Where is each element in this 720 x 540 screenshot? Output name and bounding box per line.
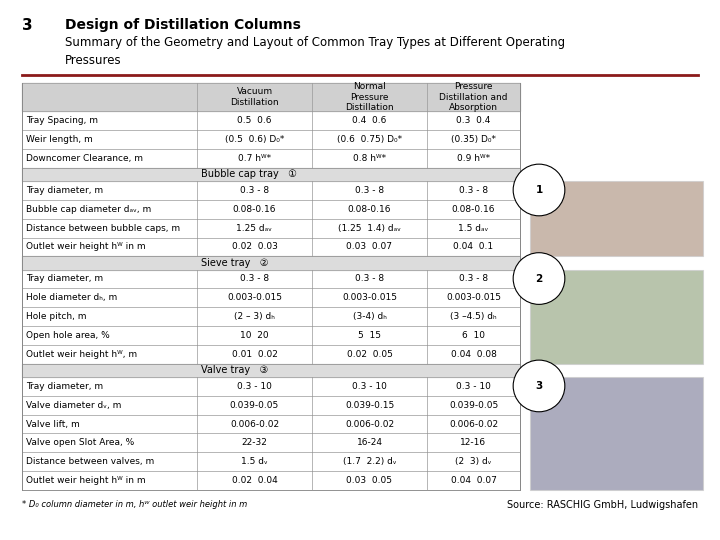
Text: 5  15: 5 15 [358,331,381,340]
Text: Distance between valves, m: Distance between valves, m [26,457,154,466]
Bar [22,83,520,490]
Bar [530,377,703,490]
Bar [530,181,703,256]
Text: 0.02  0.04: 0.02 0.04 [232,476,277,485]
Text: Source: RASCHIG GmbH, Ludwigshafen: Source: RASCHIG GmbH, Ludwigshafen [507,500,698,510]
Text: 0.006-0.02: 0.006-0.02 [449,420,498,429]
Text: 0.04  0.1: 0.04 0.1 [454,242,494,252]
Text: Valve diameter dᵥ, m: Valve diameter dᵥ, m [26,401,122,410]
Text: (0.35) D₀*: (0.35) D₀* [451,135,496,144]
Text: 0.03  0.05: 0.03 0.05 [346,476,392,485]
Text: 0.003-0.015: 0.003-0.015 [227,293,282,302]
Text: Pressure
Distillation and
Absorption: Pressure Distillation and Absorption [439,82,508,112]
Text: (1.7  2.2) dᵥ: (1.7 2.2) dᵥ [343,457,396,466]
Text: | Prof. Dr. M. Reppich | Conceptual Design of Distillation, Absorption and Strip: | Prof. Dr. M. Reppich | Conceptual Desi… [94,520,626,529]
Text: (0.5  0.6) D₀*: (0.5 0.6) D₀* [225,135,284,144]
Text: Sieve tray   ②: Sieve tray ② [201,258,269,268]
Text: Vacuum
Distillation: Vacuum Distillation [230,87,279,107]
Text: 0.039-0.05: 0.039-0.05 [230,401,279,410]
Text: 0.04  0.08: 0.04 0.08 [451,350,496,359]
Text: 0.3 - 8: 0.3 - 8 [459,186,488,195]
Text: 0.5  0.6: 0.5 0.6 [238,116,271,125]
Text: Outlet weir height hᵂ in m: Outlet weir height hᵂ in m [26,242,145,252]
Text: 12-16: 12-16 [460,438,487,448]
Text: 1: 1 [536,185,543,195]
Text: 0.3 - 8: 0.3 - 8 [240,274,269,284]
Text: Summary of the Geometry and Layout of Common Tray Types at Different Operating
P: Summary of the Geometry and Layout of Co… [65,36,565,67]
Text: 0.08-0.16: 0.08-0.16 [348,205,391,214]
Text: 0.9 hᵂ*: 0.9 hᵂ* [457,154,490,163]
Text: Tray diameter, m: Tray diameter, m [26,274,103,284]
Text: 0.7 hᵂ*: 0.7 hᵂ* [238,154,271,163]
Text: (1.25  1.4) dₐᵥ: (1.25 1.4) dₐᵥ [338,224,401,233]
Text: Outlet weir height hᵂ in m: Outlet weir height hᵂ in m [26,476,145,485]
Text: 0.4  0.6: 0.4 0.6 [352,116,387,125]
Text: 0.3 - 8: 0.3 - 8 [355,274,384,284]
Bar [530,269,703,364]
Text: 0.3 - 8: 0.3 - 8 [355,186,384,195]
Text: Bubble cap diameter dₐᵥ, m: Bubble cap diameter dₐᵥ, m [26,205,151,214]
Text: Weir length, m: Weir length, m [26,135,93,144]
Text: 1.5 dᵥ: 1.5 dᵥ [241,457,268,466]
Text: Hole pitch, m: Hole pitch, m [26,312,86,321]
Text: 6  10: 6 10 [462,331,485,340]
Text: 3: 3 [536,381,543,391]
Text: 0.3 - 10: 0.3 - 10 [237,382,272,391]
Text: 0.3  0.4: 0.3 0.4 [456,116,491,125]
Text: 0.08-0.16: 0.08-0.16 [233,205,276,214]
Text: 22-32: 22-32 [242,438,267,448]
Text: Tray Spacing, m: Tray Spacing, m [26,116,98,125]
Text: Hole diameter dₕ, m: Hole diameter dₕ, m [26,293,117,302]
Text: (2  3) dᵥ: (2 3) dᵥ [455,457,492,466]
Text: 0.08-0.16: 0.08-0.16 [451,205,495,214]
Text: Valve lift, m: Valve lift, m [26,420,80,429]
Text: 0.039-0.15: 0.039-0.15 [345,401,394,410]
Text: 1.25 dₐᵥ: 1.25 dₐᵥ [236,224,272,233]
Text: Outlet weir height hᵂ, m: Outlet weir height hᵂ, m [26,350,137,359]
Text: Design of Distillation Columns: Design of Distillation Columns [65,18,301,32]
Text: 1.5 dₐᵥ: 1.5 dₐᵥ [459,224,489,233]
Text: 2: 2 [536,274,543,284]
Text: 0.3 - 8: 0.3 - 8 [459,274,488,284]
Text: 10  20: 10 20 [240,331,269,340]
Text: Tray diameter, m: Tray diameter, m [26,382,103,391]
Text: Valve open Slot Area, %: Valve open Slot Area, % [26,438,134,448]
Text: 0.3 - 10: 0.3 - 10 [456,382,491,391]
Text: Open hole area, %: Open hole area, % [26,331,109,340]
Text: 0.01  0.02: 0.01 0.02 [232,350,277,359]
Text: Downcomer Clearance, m: Downcomer Clearance, m [26,154,143,163]
Text: Tray diameter, m: Tray diameter, m [26,186,103,195]
Text: Normal
Pressure
Distillation: Normal Pressure Distillation [345,82,394,112]
Text: (3 –4.5) dₕ: (3 –4.5) dₕ [450,312,497,321]
Text: 0.04  0.07: 0.04 0.07 [451,476,496,485]
Text: * D₀ column diameter in m, hᵂ outlet weir height in m: * D₀ column diameter in m, hᵂ outlet wei… [22,500,247,509]
Text: 0.003-0.015: 0.003-0.015 [446,293,501,302]
Text: 0.8 hᵂ*: 0.8 hᵂ* [353,154,386,163]
Text: 0.003-0.015: 0.003-0.015 [342,293,397,302]
Text: 16-24: 16-24 [356,438,382,448]
Text: 0.02  0.03: 0.02 0.03 [232,242,277,252]
Text: (2 – 3) dₕ: (2 – 3) dₕ [234,312,275,321]
Text: Valve tray   ③: Valve tray ③ [201,366,269,375]
Text: 0.02  0.05: 0.02 0.05 [346,350,392,359]
Text: Bubble cap tray   ①: Bubble cap tray ① [201,170,297,179]
Text: 0.039-0.05: 0.039-0.05 [449,401,498,410]
Text: 0.3 - 8: 0.3 - 8 [240,186,269,195]
Text: 0.03  0.07: 0.03 0.07 [346,242,392,252]
Text: 3: 3 [22,18,32,33]
Text: 0.3 - 10: 0.3 - 10 [352,382,387,391]
Text: (0.6  0.75) D₀*: (0.6 0.75) D₀* [337,135,402,144]
Text: Distance between bubble caps, m: Distance between bubble caps, m [26,224,180,233]
Text: (3-4) dₕ: (3-4) dₕ [353,312,387,321]
Text: 0.006-0.02: 0.006-0.02 [345,420,394,429]
Text: 0.006-0.02: 0.006-0.02 [230,420,279,429]
